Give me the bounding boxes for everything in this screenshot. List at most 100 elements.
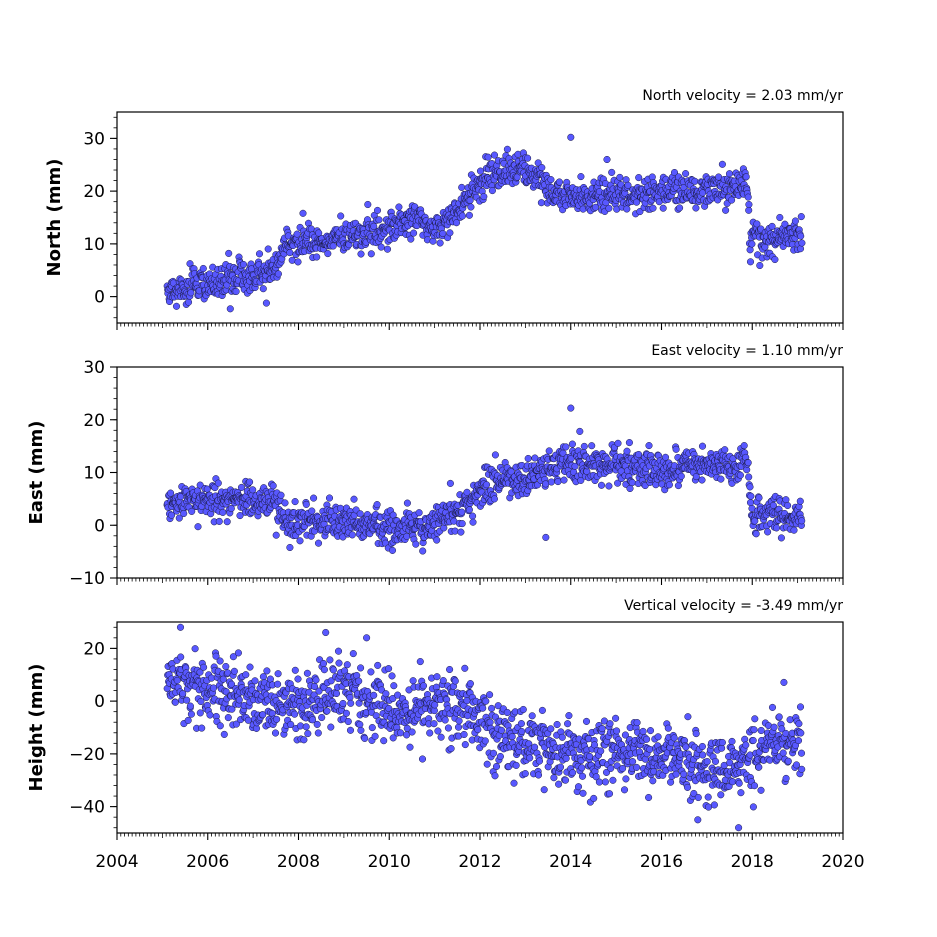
data-point [545, 447, 553, 455]
data-point [215, 517, 223, 525]
data-point [460, 730, 468, 739]
data-point [259, 673, 267, 681]
data-point [383, 245, 392, 253]
data-point [370, 222, 378, 230]
data-point [412, 540, 420, 548]
data-point [564, 720, 572, 728]
data-point [350, 495, 358, 503]
data-point [577, 173, 585, 181]
data-point [780, 678, 788, 686]
data-point [683, 783, 692, 791]
data-point [246, 663, 254, 671]
data-point [439, 677, 447, 685]
y-tick-label: 20 [83, 639, 105, 659]
data-point [488, 187, 496, 195]
data-point [357, 726, 365, 734]
data-point [749, 736, 757, 745]
data-point [375, 216, 383, 224]
data-point [466, 680, 474, 688]
data-point [680, 770, 688, 778]
data-point [214, 479, 222, 487]
data-point [748, 240, 756, 248]
data-point [796, 703, 805, 711]
data-point [303, 669, 311, 677]
data-point [560, 476, 568, 484]
data-point [377, 243, 385, 251]
data-point [757, 726, 765, 735]
data-point [367, 250, 375, 258]
data-point [605, 204, 613, 212]
data-point [385, 665, 393, 673]
data-point [433, 536, 441, 544]
data-point [649, 777, 657, 785]
data-point [329, 666, 337, 674]
data-point [458, 183, 466, 191]
data-point [710, 801, 718, 809]
data-point [200, 663, 208, 671]
data-point [263, 667, 271, 675]
data-point [308, 507, 316, 515]
data-point [744, 193, 752, 201]
data-point [415, 509, 423, 517]
data-point [388, 546, 397, 554]
data-point [488, 704, 496, 712]
data-point [792, 761, 801, 769]
data-point [457, 528, 465, 536]
data-point [184, 298, 193, 306]
data-point [187, 710, 195, 718]
data-point [355, 677, 363, 685]
data-point [329, 242, 337, 250]
data-point [562, 443, 570, 451]
data-point [302, 723, 310, 731]
data-point [294, 258, 302, 266]
data-point [458, 508, 466, 516]
data-point [665, 481, 673, 489]
data-point [466, 196, 474, 204]
data-point [736, 471, 744, 479]
data-point [490, 495, 498, 503]
data-point [623, 205, 631, 213]
data-point [323, 707, 331, 715]
data-point [597, 481, 606, 489]
data-point [184, 716, 192, 724]
data-point [616, 173, 624, 181]
data-point [605, 482, 613, 490]
data-point [791, 217, 799, 225]
data-point [482, 697, 490, 705]
data-point [797, 213, 805, 221]
data-point [635, 450, 643, 459]
data-point [750, 726, 758, 734]
north-data-points [163, 133, 806, 313]
data-point [704, 793, 712, 801]
data-point [625, 439, 633, 447]
data-point [798, 239, 806, 247]
data-point [526, 754, 534, 762]
data-point [314, 539, 323, 547]
data-point [291, 498, 299, 506]
data-point [772, 524, 781, 532]
data-point [751, 715, 759, 723]
data-point [486, 691, 494, 699]
data-point [728, 737, 736, 745]
data-point [176, 623, 185, 631]
data-point [538, 706, 546, 714]
x-tick-label: 2006 [186, 852, 229, 872]
data-point [436, 239, 444, 247]
data-point [177, 653, 185, 661]
data-point [419, 682, 428, 690]
data-point [746, 483, 754, 491]
data-point [717, 791, 725, 799]
data-point [367, 668, 375, 676]
data-point [187, 289, 195, 297]
data-point [635, 174, 643, 182]
x-tick-label: 2014 [549, 852, 592, 872]
y-tick-label: 10 [83, 235, 105, 255]
data-point [476, 167, 485, 175]
data-point [547, 725, 555, 733]
data-point [446, 479, 454, 487]
data-point [406, 743, 414, 751]
data-point [535, 757, 544, 765]
data-point [486, 718, 494, 726]
data-point [745, 473, 753, 481]
data-point [703, 758, 711, 766]
